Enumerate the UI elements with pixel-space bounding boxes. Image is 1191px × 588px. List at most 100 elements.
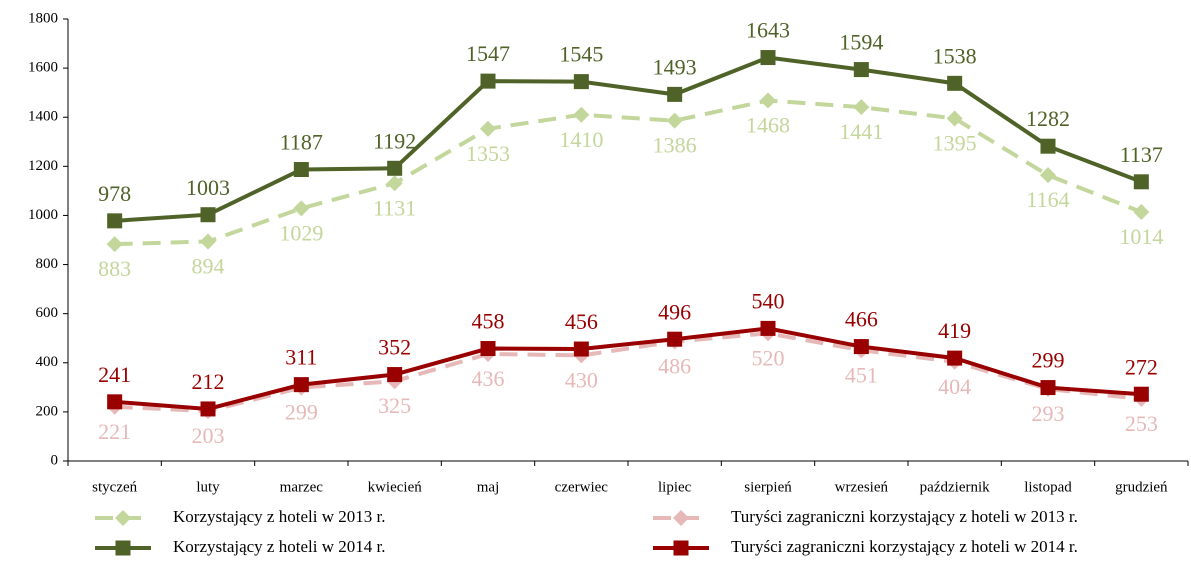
x-tick-label: sierpień <box>744 479 792 495</box>
data-label: 253 <box>1125 411 1158 436</box>
point <box>1040 167 1056 184</box>
point <box>200 207 216 223</box>
data-label: 221 <box>98 419 131 444</box>
data-label: 1353 <box>466 141 510 166</box>
point <box>293 162 309 178</box>
data-label: 1468 <box>746 113 790 138</box>
y-tick-label: 1400 <box>28 109 58 125</box>
y-tick-label: 1600 <box>28 60 58 76</box>
data-label: 241 <box>98 362 131 387</box>
data-label: 1441 <box>839 119 883 144</box>
legend-label: Turyści zagraniczni korzystający z hotel… <box>731 507 1078 526</box>
series-line <box>114 326 1142 411</box>
point <box>480 341 496 357</box>
data-label: 1282 <box>1026 106 1070 131</box>
legend-marker <box>115 510 131 526</box>
point <box>666 112 683 129</box>
point <box>1040 138 1056 154</box>
data-label: 978 <box>98 181 131 206</box>
data-label: 1164 <box>1026 187 1069 212</box>
series-line <box>114 98 1143 247</box>
point <box>293 200 310 217</box>
data-label: 430 <box>565 367 598 392</box>
point <box>573 341 589 357</box>
data-label: 466 <box>845 307 878 332</box>
data-label: 311 <box>285 345 317 370</box>
data-label: 1014 <box>1119 224 1163 249</box>
point <box>107 213 123 229</box>
data-label: 1029 <box>279 220 323 245</box>
data-label: 299 <box>285 400 318 425</box>
data-label: 1003 <box>186 175 230 200</box>
y-tick-label: 600 <box>36 305 59 321</box>
legend-label: Turyści zagraniczni korzystający z hotel… <box>731 537 1078 556</box>
point <box>1133 386 1149 402</box>
point <box>760 92 776 109</box>
data-label: 419 <box>938 318 971 343</box>
legend-marker <box>673 540 689 556</box>
x-tick-label: styczeń <box>92 479 137 495</box>
legend-marker <box>673 510 689 526</box>
data-label: 1137 <box>1120 142 1163 167</box>
point <box>853 62 869 78</box>
data-label: 1547 <box>466 41 510 66</box>
y-tick-label: 200 <box>36 403 59 419</box>
data-label: 299 <box>1032 348 1065 373</box>
y-tick-label: 400 <box>36 354 59 370</box>
point <box>480 120 496 137</box>
x-tick-label: październik <box>920 479 990 495</box>
data-label: 272 <box>1125 354 1158 379</box>
data-label: 325 <box>378 393 411 418</box>
point <box>480 73 496 89</box>
x-tick-label: lipiec <box>658 479 692 495</box>
data-label: 456 <box>565 309 598 334</box>
point <box>200 233 216 250</box>
point <box>760 50 776 66</box>
data-label: 1386 <box>653 133 697 158</box>
data-label: 1410 <box>559 127 603 152</box>
data-label: 1545 <box>559 42 603 67</box>
point <box>947 75 963 91</box>
x-tick-label: kwiecień <box>368 479 423 495</box>
point <box>107 394 123 410</box>
x-tick-label: listopad <box>1024 479 1072 495</box>
data-label: 203 <box>192 423 225 448</box>
y-tick-label: 800 <box>36 256 59 272</box>
x-tick-label: luty <box>196 479 220 495</box>
data-label: 1594 <box>839 30 883 55</box>
point <box>573 74 589 90</box>
x-tick-label: wrzesień <box>835 479 889 495</box>
legend-marker <box>115 540 131 556</box>
data-label: 458 <box>472 309 505 334</box>
data-label: 883 <box>98 256 131 281</box>
point <box>947 350 963 366</box>
point <box>1133 204 1150 221</box>
series-line <box>114 55 1143 223</box>
data-label: 486 <box>658 354 691 379</box>
point <box>760 320 776 336</box>
point <box>946 110 963 127</box>
point <box>667 331 683 347</box>
x-tick-label: marzec <box>280 479 324 495</box>
point <box>853 99 870 116</box>
data-label: 352 <box>378 335 411 360</box>
data-label: 1643 <box>746 18 790 43</box>
point <box>853 339 869 355</box>
data-label: 1131 <box>373 195 416 220</box>
point <box>200 401 216 417</box>
series-line <box>114 331 1142 414</box>
data-label: 1192 <box>373 128 416 153</box>
legend-label: Korzystający z hoteli w 2014 r. <box>173 537 385 556</box>
data-label: 540 <box>752 288 785 313</box>
x-tick-label: czerwiec <box>555 479 609 495</box>
data-label: 1187 <box>280 130 323 155</box>
point <box>1040 380 1056 396</box>
legend-label: Korzystający z hoteli w 2013 r. <box>173 507 385 526</box>
data-label: 436 <box>472 366 505 391</box>
data-label: 212 <box>192 369 225 394</box>
point <box>386 175 403 192</box>
y-tick-label: 1800 <box>28 10 58 26</box>
point <box>573 106 590 123</box>
point <box>106 236 123 253</box>
x-tick-label: grudzień <box>1115 479 1168 495</box>
